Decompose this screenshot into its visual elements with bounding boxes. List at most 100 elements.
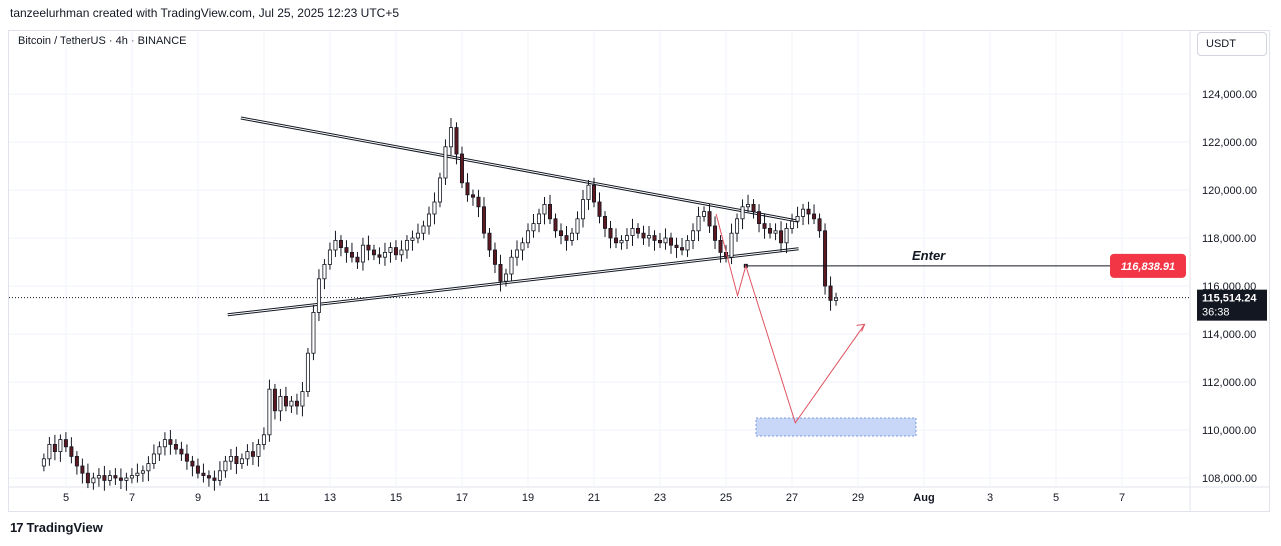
candle-body <box>41 458 46 467</box>
candle-body <box>779 230 784 244</box>
candle-body <box>201 472 206 477</box>
candle-body <box>311 311 316 354</box>
candle-body <box>371 249 376 256</box>
x-tick-label: 5 <box>1053 492 1059 504</box>
candle-body <box>410 237 415 241</box>
candle-body <box>784 227 789 244</box>
projection-path[interactable]: Enter <box>715 213 1110 437</box>
candle-body <box>465 182 470 196</box>
candle-body <box>674 244 679 248</box>
candle-body <box>823 230 828 287</box>
candle-body <box>740 206 745 220</box>
chart-frame <box>8 30 1270 512</box>
upper-trendline-inner <box>240 117 799 222</box>
candle-body <box>322 263 327 280</box>
x-tick-label: 23 <box>654 492 666 504</box>
candle-body <box>377 254 382 258</box>
x-tick-label: 17 <box>456 492 468 504</box>
candle-body <box>503 273 508 282</box>
candle-body <box>746 203 751 208</box>
candle-body <box>415 232 420 239</box>
x-tick-label: 25 <box>720 492 732 504</box>
candle-body <box>58 439 63 453</box>
candle-body <box>669 237 674 246</box>
x-tick-label: 11 <box>258 492 269 504</box>
current-price-tag <box>1197 289 1267 321</box>
candle-body <box>641 232 646 239</box>
candle-body <box>140 470 145 474</box>
candle-body <box>179 448 184 455</box>
candle-body <box>768 227 773 234</box>
candle-body <box>190 460 195 467</box>
candle-body <box>773 230 778 234</box>
candle-body <box>113 475 118 479</box>
y-tick-label: 114,000.00 <box>1202 329 1256 341</box>
candle-body <box>437 177 442 203</box>
candle-body <box>47 443 52 460</box>
candle-body <box>586 184 591 200</box>
candle-body <box>80 465 85 474</box>
candle-body <box>432 201 437 215</box>
target-zone <box>755 417 917 437</box>
candle-body <box>151 453 156 465</box>
y-tick-label: 118,000.00 <box>1202 233 1256 245</box>
candle-body <box>795 215 800 222</box>
candle-body <box>157 446 162 455</box>
candle-body <box>790 220 795 229</box>
enter-annotation: Enter <box>912 248 946 263</box>
y-tick-label: 122,000.00 <box>1202 137 1257 149</box>
y-tick-label: 110,000.00 <box>1202 425 1256 437</box>
candle-body <box>751 203 756 212</box>
candle-body <box>91 477 96 484</box>
candle-body <box>680 247 685 251</box>
candle-body <box>707 211 712 227</box>
candle-body <box>305 352 310 393</box>
currency-button[interactable]: USDT <box>1197 32 1267 56</box>
candle-body <box>536 213 541 225</box>
candle-body <box>498 263 503 282</box>
price-labels: 116,838.91 115,514.24 36:38 <box>1110 253 1267 321</box>
candle-body <box>234 455 239 464</box>
y-tick-label: 108,000.00 <box>1202 473 1257 485</box>
candle-body <box>481 206 486 234</box>
y-tick-label: 124,000.00 <box>1202 89 1257 101</box>
symbol-info[interactable]: Bitcoin / TetherUS · 4h · BINANCE <box>18 35 187 47</box>
x-tick-label: 5 <box>63 492 69 504</box>
candle-body <box>63 439 68 448</box>
x-tick-label: 13 <box>324 492 336 504</box>
candle-body <box>223 460 228 472</box>
tradingview-logo[interactable]: 17 TradingView <box>10 520 103 535</box>
candle-body <box>239 458 244 464</box>
current-price-label: 115,514.24 <box>1202 293 1257 305</box>
candle-body <box>443 146 448 179</box>
candle-body <box>278 395 283 412</box>
y-tick-label: 112,000.00 <box>1202 377 1256 389</box>
x-tick-label: 21 <box>588 492 600 504</box>
candle-body <box>102 475 107 481</box>
grid-lines <box>9 31 1270 511</box>
triangle-trendlines[interactable] <box>227 116 799 317</box>
candle-body <box>184 453 189 462</box>
candle-body <box>757 211 762 225</box>
projection-arrowhead <box>856 323 866 332</box>
candle-body <box>509 256 514 275</box>
candle-body <box>685 239 690 251</box>
candle-body <box>702 211 707 217</box>
candle-body <box>173 443 178 450</box>
candle-body <box>228 455 233 462</box>
candle-body <box>553 218 558 232</box>
candle-body <box>608 227 613 239</box>
time-axis[interactable]: 5 7 9 11 13 15 17 19 21 23 25 27 29 Aug 3 5 7 <box>63 492 1125 504</box>
chart-attribution: tanzeelurhman created with TradingView.c… <box>10 6 400 20</box>
candle-body <box>129 475 134 479</box>
candle-body <box>267 388 272 436</box>
price-axis[interactable]: 108,000.00 110,000.00 112,000.00 114,000.00… <box>1202 89 1257 485</box>
x-tick-label: 7 <box>129 492 135 504</box>
candle-body <box>492 249 497 265</box>
candle-body <box>828 285 833 301</box>
candle-body <box>217 470 222 481</box>
candle-body <box>801 208 806 217</box>
candle-body <box>124 477 129 481</box>
candle-body <box>569 232 574 241</box>
